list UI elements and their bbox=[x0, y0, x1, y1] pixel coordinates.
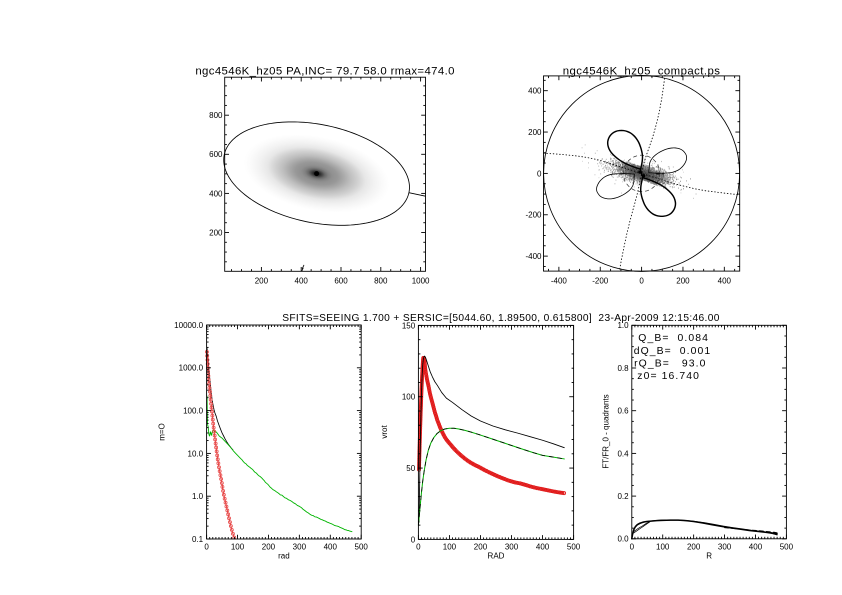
svg-text:200: 200 bbox=[262, 542, 276, 551]
svg-text:500: 500 bbox=[567, 542, 581, 551]
svg-text:150: 150 bbox=[402, 321, 416, 330]
svg-text:rad: rad bbox=[278, 552, 290, 561]
svg-text:300: 300 bbox=[293, 542, 307, 551]
svg-text:RAD: RAD bbox=[488, 552, 505, 561]
svg-text:300: 300 bbox=[718, 542, 732, 551]
svg-text:ngc4546K_hz05_compact.ps: ngc4546K_hz05_compact.ps bbox=[563, 66, 721, 78]
svg-text:0: 0 bbox=[630, 542, 635, 551]
svg-text:200: 200 bbox=[528, 128, 542, 137]
svg-text:200: 200 bbox=[687, 542, 701, 551]
svg-text:600: 600 bbox=[334, 276, 348, 285]
svg-text:400: 400 bbox=[209, 189, 223, 198]
svg-text:200: 200 bbox=[255, 276, 269, 285]
svg-text:Q_B= 0.084: Q_B= 0.084 bbox=[638, 333, 709, 344]
svg-text:-400: -400 bbox=[551, 276, 568, 285]
svg-text:400: 400 bbox=[295, 276, 309, 285]
svg-text:500: 500 bbox=[355, 542, 369, 551]
svg-text:rQ_B= 93.0: rQ_B= 93.0 bbox=[634, 358, 706, 369]
svg-text:-400: -400 bbox=[525, 252, 542, 261]
svg-text:400: 400 bbox=[324, 542, 338, 551]
svg-text:dQ_B= 0.001: dQ_B= 0.001 bbox=[634, 346, 712, 357]
svg-text:1000: 1000 bbox=[412, 276, 430, 285]
svg-text:0: 0 bbox=[204, 542, 209, 551]
svg-text:100: 100 bbox=[402, 393, 416, 402]
svg-text:m=O: m=O bbox=[158, 423, 167, 441]
svg-text:-200: -200 bbox=[592, 276, 609, 285]
svg-text:200: 200 bbox=[474, 542, 488, 551]
svg-text:10000.0: 10000.0 bbox=[174, 321, 203, 330]
svg-text:vrot: vrot bbox=[380, 425, 389, 439]
svg-text:200: 200 bbox=[676, 276, 690, 285]
svg-text:SFITS=SEEING 1.700 + SERSIC=[5: SFITS=SEEING 1.700 + SERSIC=[5044.60, 1.… bbox=[282, 313, 720, 324]
svg-text:0.6: 0.6 bbox=[617, 407, 629, 416]
svg-text:800: 800 bbox=[209, 111, 223, 120]
svg-text:100: 100 bbox=[443, 542, 457, 551]
svg-text:0.8: 0.8 bbox=[617, 364, 629, 373]
svg-text:400: 400 bbox=[749, 542, 763, 551]
svg-text:400: 400 bbox=[718, 276, 732, 285]
svg-text:0.4: 0.4 bbox=[617, 449, 629, 458]
svg-text:z0= 16.740: z0= 16.740 bbox=[637, 371, 700, 382]
svg-text:R: R bbox=[706, 552, 712, 561]
svg-text:0.0: 0.0 bbox=[617, 535, 629, 544]
svg-text:100: 100 bbox=[231, 542, 245, 551]
svg-text:0: 0 bbox=[639, 276, 644, 285]
svg-text:100.0: 100.0 bbox=[183, 407, 204, 416]
svg-text:0: 0 bbox=[411, 535, 416, 544]
svg-text:50: 50 bbox=[406, 464, 415, 473]
svg-text:1000.0: 1000.0 bbox=[179, 364, 204, 373]
svg-text:100: 100 bbox=[656, 542, 670, 551]
svg-text:400: 400 bbox=[528, 87, 542, 96]
svg-text:-200: -200 bbox=[525, 211, 542, 220]
svg-text:500: 500 bbox=[780, 542, 794, 551]
svg-text:FT/FR_0 - quadrants: FT/FR_0 - quadrants bbox=[602, 394, 611, 468]
svg-text:200: 200 bbox=[209, 228, 223, 237]
svg-text:1.0: 1.0 bbox=[192, 492, 204, 501]
svg-text:0.1: 0.1 bbox=[192, 535, 204, 544]
svg-text:800: 800 bbox=[374, 276, 388, 285]
svg-text:0.2: 0.2 bbox=[617, 492, 629, 501]
svg-text:10.0: 10.0 bbox=[188, 449, 204, 458]
svg-text:0: 0 bbox=[537, 169, 542, 178]
svg-text:ngc4546K_hz05 PA,INC= 79.7 58.: ngc4546K_hz05 PA,INC= 79.7 58.0 rmax=474… bbox=[195, 66, 455, 78]
svg-text:400: 400 bbox=[536, 542, 550, 551]
svg-text:600: 600 bbox=[209, 150, 223, 159]
svg-text:0: 0 bbox=[416, 542, 421, 551]
svg-text:300: 300 bbox=[505, 542, 519, 551]
svg-text:1.0: 1.0 bbox=[617, 321, 629, 330]
